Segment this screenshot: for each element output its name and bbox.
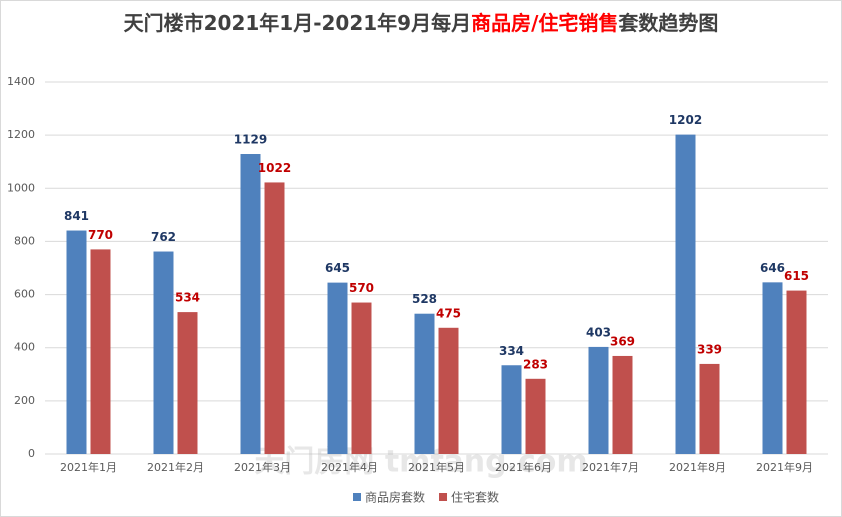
- bar: [525, 378, 546, 454]
- bar: [240, 154, 261, 454]
- data-label: 646: [760, 261, 785, 275]
- y-tick-label: 1200: [7, 128, 35, 141]
- data-label: 615: [784, 269, 809, 283]
- legend-swatch: [439, 493, 448, 501]
- chart-title: 天门楼市2021年1月-2021年9月每月商品房/住宅销售套数趋势图: [124, 11, 719, 35]
- data-label: 339: [697, 342, 722, 356]
- y-tick-label: 0: [28, 447, 35, 460]
- y-tick-label: 1400: [7, 75, 35, 88]
- data-label: 1129: [234, 133, 267, 147]
- data-label: 334: [499, 344, 524, 358]
- x-tick-label: 2021年5月: [408, 460, 465, 474]
- x-tick-label: 2021年6月: [495, 460, 552, 474]
- x-tick-label: 2021年1月: [60, 460, 117, 474]
- x-tick-label: 2021年7月: [582, 460, 639, 474]
- data-label: 1022: [258, 161, 291, 175]
- legend-label: 商品房套数: [365, 490, 425, 505]
- y-tick-label: 400: [14, 341, 35, 354]
- bar: [414, 313, 435, 454]
- bar: [501, 365, 522, 454]
- title-part: 套数趋势图: [618, 11, 718, 35]
- data-label: 528: [412, 292, 437, 306]
- bar: [90, 249, 111, 454]
- bar: [786, 290, 807, 454]
- bar: [327, 282, 348, 454]
- bar: [675, 134, 696, 454]
- x-tick-label: 2021年3月: [234, 460, 291, 474]
- bar: [264, 182, 285, 454]
- legend-label: 住宅套数: [451, 490, 499, 505]
- x-tick-label: 2021年8月: [669, 460, 726, 474]
- data-label: 475: [436, 306, 461, 320]
- data-label: 403: [586, 325, 611, 339]
- bar: [588, 346, 609, 454]
- title-part: 商品房/住宅销售: [471, 11, 618, 35]
- bar: [612, 355, 633, 454]
- legend-swatch: [353, 493, 361, 501]
- x-tick-label: 2021年2月: [147, 460, 204, 474]
- y-tick-label: 1000: [7, 181, 35, 194]
- bar: [762, 282, 783, 454]
- bar: [438, 327, 459, 454]
- bar: [351, 302, 372, 454]
- bar: [66, 230, 87, 454]
- title-part: 天门楼市2021年1月-2021年9月每月: [124, 11, 471, 35]
- data-label: 645: [325, 261, 350, 275]
- y-tick-label: 200: [14, 394, 35, 407]
- data-label: 283: [523, 357, 548, 371]
- x-tick-label: 2021年4月: [321, 460, 378, 474]
- data-label: 762: [151, 230, 176, 244]
- x-tick-label: 2021年9月: [756, 460, 813, 474]
- bar: [699, 363, 720, 454]
- data-label: 534: [175, 291, 200, 305]
- data-label: 369: [610, 334, 635, 348]
- data-label: 1202: [669, 113, 702, 127]
- bar: [153, 251, 174, 454]
- data-label: 841: [64, 209, 89, 223]
- y-tick-label: 800: [14, 234, 35, 247]
- y-tick-label: 600: [14, 288, 35, 301]
- bar: [177, 312, 198, 454]
- data-label: 770: [88, 228, 113, 242]
- data-label: 570: [349, 281, 374, 295]
